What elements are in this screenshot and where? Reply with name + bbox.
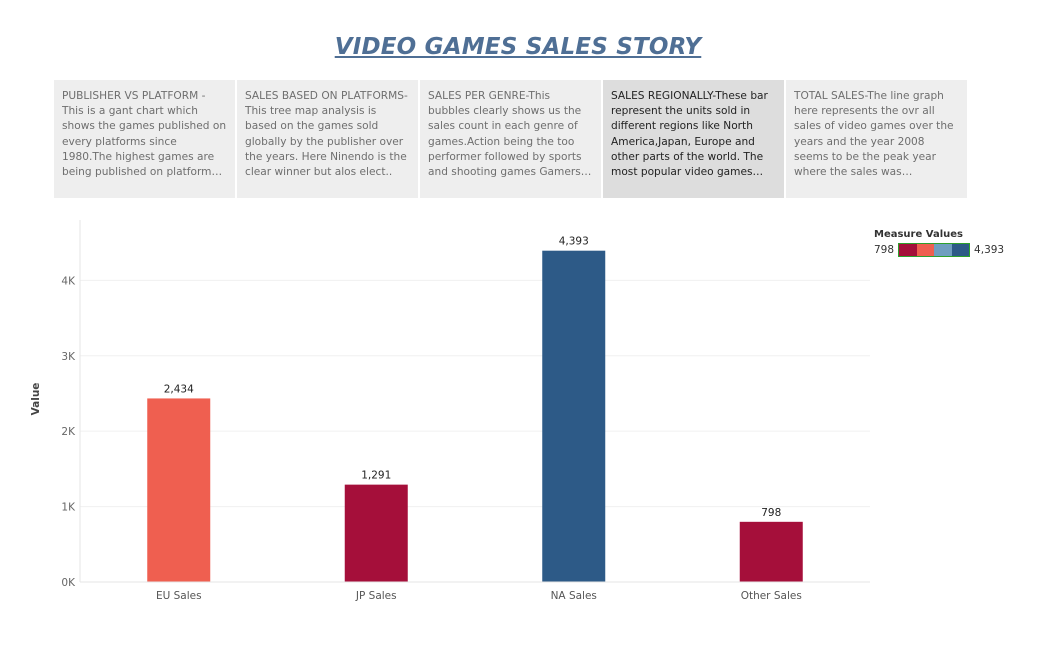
x-tick-label: NA Sales	[551, 590, 597, 602]
y-axis-title: Value	[30, 383, 42, 416]
data-label: 2,434	[164, 383, 194, 395]
x-tick-label: Other Sales	[741, 590, 802, 602]
x-tick-label: JP Sales	[355, 590, 397, 602]
legend-max-label: 4,393	[974, 244, 1005, 256]
bar-chart: 0K 1K 2K 3K 4K Value 2,434 EU Sales 1,291 JP Sale…	[30, 220, 870, 602]
legend-swatch	[916, 244, 935, 256]
story-point-sales-regionally[interactable]: SALES REGIONALLY-These bar represent the…	[603, 80, 784, 198]
x-tick-label: EU Sales	[156, 590, 202, 602]
y-tick-label: 1K	[61, 502, 76, 514]
data-label: 1,291	[361, 470, 391, 482]
story-point-caption: PUBLISHER VS PLATFORM - This is a gant c…	[62, 90, 227, 179]
bar-na-sales	[542, 250, 606, 582]
story-point-total-sales[interactable]: TOTAL SALES-The line graph here represen…	[786, 80, 967, 198]
bar-other-sales	[739, 521, 803, 582]
story-navigator: PUBLISHER VS PLATFORM - This is a gant c…	[54, 80, 967, 198]
legend-swatch	[951, 244, 970, 256]
story-point-sales-platforms[interactable]: SALES BASED ON PLATFORMS-This tree map a…	[237, 80, 418, 198]
bar-jp-sales	[344, 484, 408, 582]
data-label: 4,393	[559, 236, 589, 248]
story-point-sales-genre[interactable]: SALES PER GENRE-This bubbles clearly sho…	[420, 80, 601, 198]
legend-min-label: 798	[874, 244, 895, 256]
story-title: VIDEO GAMES SALES STORY	[334, 34, 702, 60]
y-tick-label: 4K	[61, 275, 76, 287]
legend-swatch	[934, 244, 952, 256]
story-point-caption: TOTAL SALES-The line graph here represen…	[794, 90, 954, 179]
story-point-publisher-vs-platform[interactable]: PUBLISHER VS PLATFORM - This is a gant c…	[54, 80, 235, 198]
y-tick-label: 3K	[61, 351, 76, 363]
y-tick-label: 2K	[61, 426, 76, 438]
story-point-caption: SALES PER GENRE-This bubbles clearly sho…	[428, 90, 582, 179]
legend: Measure Values 798 4,393	[874, 229, 1004, 257]
y-tick-label: 0K	[61, 577, 76, 589]
story-point-caption: SALES BASED ON PLATFORMS-This tree map a…	[245, 90, 408, 179]
story-point-caption: SALES REGIONALLY-These bar represent the…	[611, 90, 768, 179]
bar-eu-sales	[147, 398, 211, 582]
data-label: 798	[761, 507, 781, 519]
legend-color-ramp[interactable]	[898, 243, 971, 257]
legend-swatch	[899, 244, 917, 256]
legend-title: Measure Values	[874, 229, 963, 240]
